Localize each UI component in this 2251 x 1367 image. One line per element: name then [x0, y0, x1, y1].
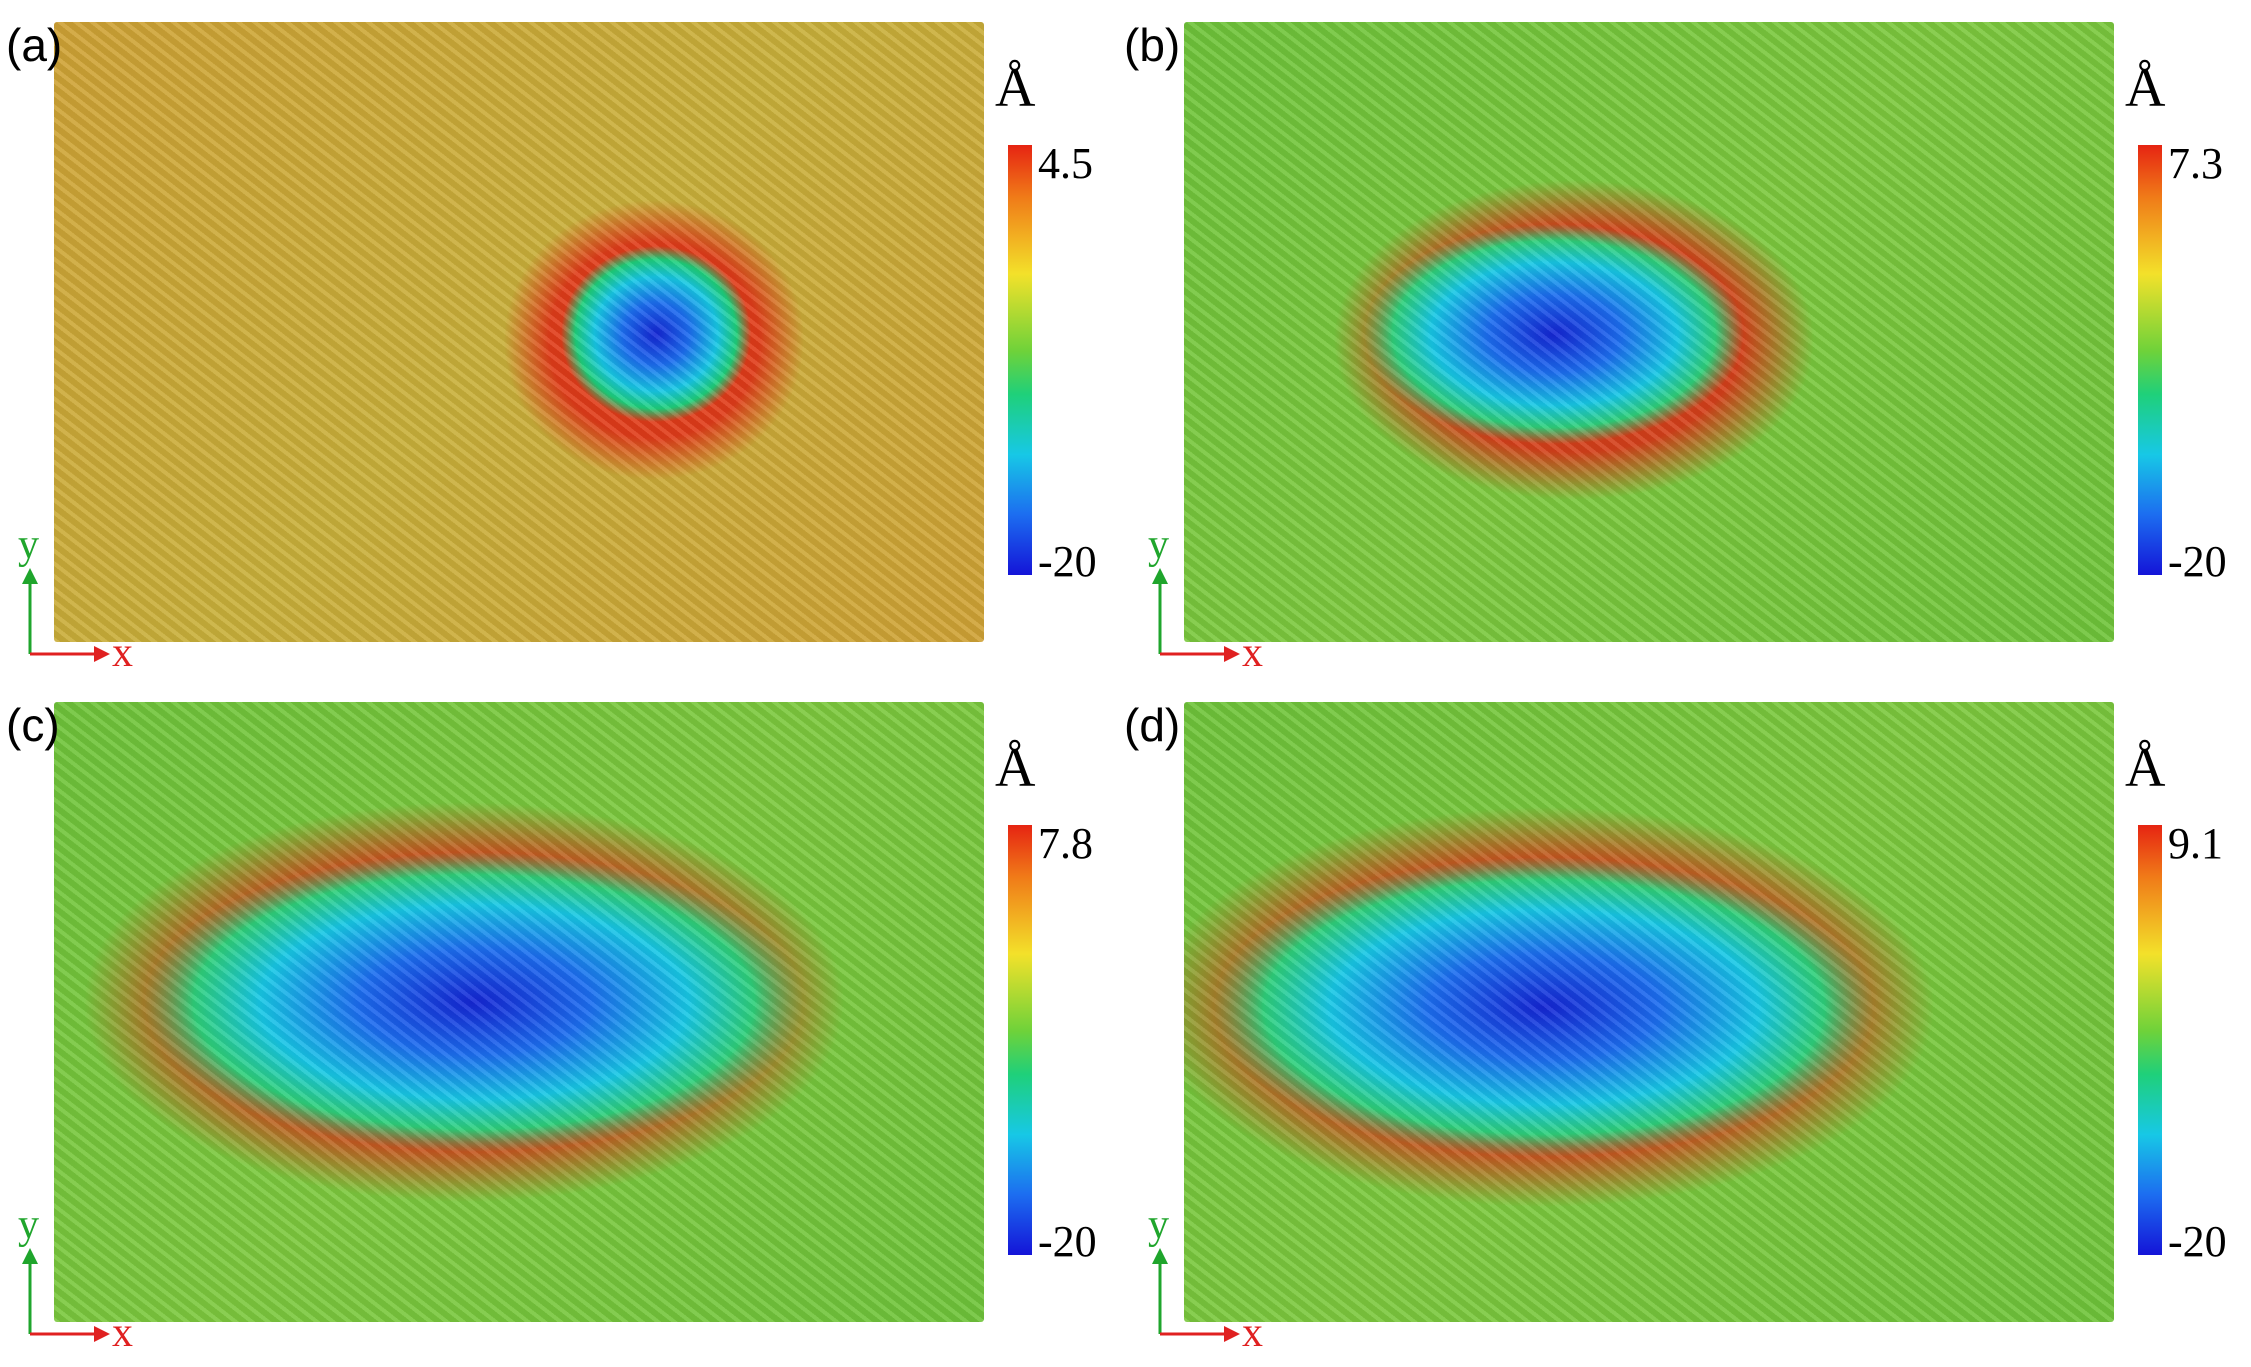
- panel-label: (a): [6, 19, 63, 71]
- axis-arrows-icon: [1152, 568, 1240, 662]
- colorbar: [2138, 825, 2162, 1255]
- colorbar-max: 9.1: [2168, 819, 2223, 868]
- atomic-surface-map: [1184, 22, 2114, 642]
- axis-label-x: x: [1242, 630, 1263, 676]
- colorbar-unit: Å: [995, 57, 1036, 119]
- colorbar: [1008, 825, 1032, 1255]
- axis-arrows-icon: [22, 568, 110, 662]
- axis-arrows-icon: [22, 1248, 110, 1342]
- atomic-surface-map: [54, 702, 984, 1322]
- colorbar-max: 7.3: [2168, 139, 2223, 188]
- panel-c: (c) Å 7.8 -20 y x: [0, 680, 1100, 1354]
- colorbar-max: 4.5: [1038, 139, 1093, 188]
- axis-label-x: x: [1242, 1310, 1263, 1356]
- axis-triad: y x: [18, 1204, 148, 1354]
- axis-arrows-icon: [1152, 1248, 1240, 1342]
- colorbar-max: 7.8: [1038, 819, 1093, 868]
- atomic-surface-map: [1184, 702, 2114, 1322]
- axis-label-y: y: [18, 1202, 39, 1248]
- panel-a: (a) Å 4.5 -20 y x: [0, 0, 1100, 674]
- axis-triad: y x: [1148, 524, 1278, 674]
- axis-label-x: x: [112, 1310, 133, 1356]
- colorbar-min: -20: [2168, 1217, 2227, 1266]
- axis-label-x: x: [112, 630, 133, 676]
- panel-b: (b) Å 7.3 -20 y x: [1124, 0, 2230, 674]
- panel-d: (d) Å 9.1 -20 y x: [1124, 680, 2230, 1354]
- panel-label: (c): [6, 699, 60, 751]
- axis-label-y: y: [1148, 1202, 1169, 1248]
- axis-triad: y x: [18, 524, 148, 674]
- panel-label: (d): [1124, 699, 1181, 751]
- colorbar-unit: Å: [2125, 737, 2166, 799]
- colorbar-min: -20: [1038, 1217, 1097, 1266]
- colorbar-unit: Å: [995, 737, 1036, 799]
- colorbar: [2138, 145, 2162, 575]
- colorbar: [1008, 145, 1032, 575]
- panel-label: (b): [1124, 19, 1181, 71]
- colorbar-min: -20: [1038, 537, 1097, 586]
- axis-triad: y x: [1148, 1204, 1278, 1354]
- colorbar-min: -20: [2168, 537, 2227, 586]
- colorbar-unit: Å: [2125, 57, 2166, 119]
- axis-label-y: y: [18, 522, 39, 568]
- axis-label-y: y: [1148, 522, 1169, 568]
- atomic-surface-map: [54, 22, 984, 642]
